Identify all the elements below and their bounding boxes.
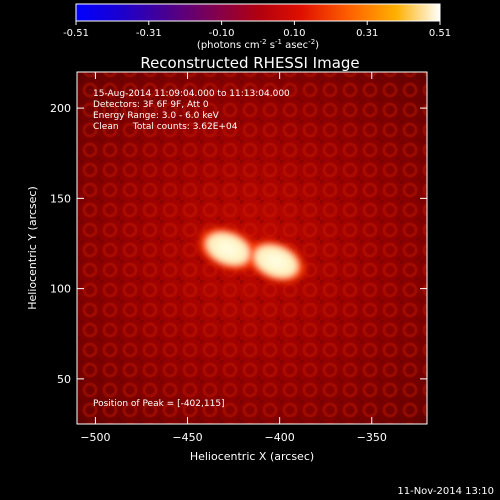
colorbar-tick-label: -0.51: [63, 28, 89, 39]
x-axis-label: Heliocentric X (arcsec): [190, 450, 314, 463]
colorbar-ticks: -0.51 -0.31 -0.10 0.10 0.31 0.51: [63, 21, 451, 39]
y-tick-label: 200: [50, 102, 71, 115]
colorbar-frame: [75, 3, 441, 22]
x-tick-label: −450: [172, 431, 202, 444]
flare-source-core: [254, 246, 298, 277]
x-tick-label: −400: [265, 431, 295, 444]
annotation-time-range: 15-Aug-2014 11:09:04.000 to 11:13:04.000: [93, 89, 290, 99]
x-axis-ticks: −500 −450 −400 −350: [80, 72, 387, 444]
colorbar-unit-label: (photons cm-2 s-1 asec-2): [197, 38, 319, 51]
x-tick-label: −350: [357, 431, 387, 444]
colorbar-tick-label: 0.31: [356, 28, 378, 39]
y-tick-label: 100: [50, 283, 71, 296]
heatmap-image: [77, 72, 427, 424]
y-axis-label: Heliocentric Y (arcsec): [26, 186, 39, 310]
footer-timestamp: 11-Nov-2014 13:10: [397, 486, 494, 497]
flare-source-core: [206, 233, 250, 265]
x-tick-label: −500: [80, 431, 110, 444]
y-tick-label: 150: [50, 192, 71, 205]
colorbar-tick-label: -0.10: [209, 28, 235, 39]
colorbar-tick-label: 0.51: [429, 28, 451, 39]
annotation-energy-range: Energy Range: 3.0 - 6.0 keV: [93, 111, 220, 121]
annotation-detectors: Detectors: 3F 6F 9F, Att 0: [93, 100, 209, 110]
y-axis-ticks: 50 100 150 200: [50, 102, 427, 386]
flare-sources: [195, 224, 309, 286]
y-tick-label: 50: [57, 373, 71, 386]
plot-frame: [76, 71, 428, 425]
colorbar-tick-label: -0.31: [136, 28, 162, 39]
colorbar-gradient: [76, 4, 440, 21]
peak-position-label: Position of Peak = [-402,115]: [93, 399, 225, 409]
colorbar-tick-label: 0.10: [283, 28, 305, 39]
chart-title: Reconstructed RHESSI Image: [140, 54, 359, 72]
annotation-clean-counts: Clean Total counts: 3.62E+04: [93, 122, 238, 132]
